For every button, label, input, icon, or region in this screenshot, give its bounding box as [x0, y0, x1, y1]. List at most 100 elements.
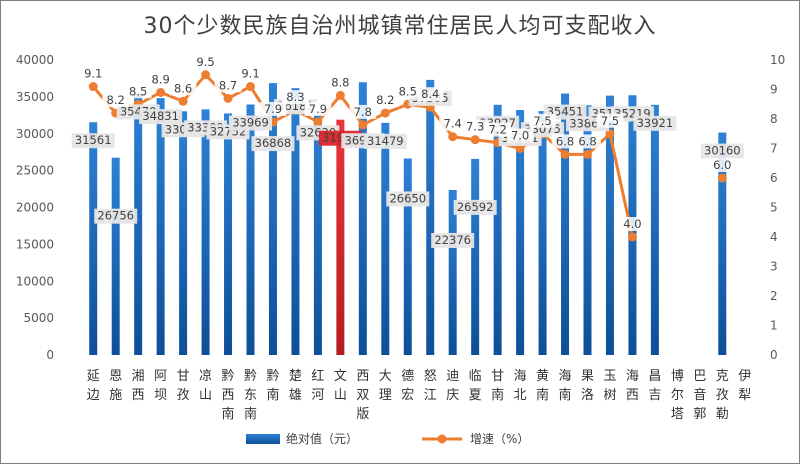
- category-label: 尔: [671, 388, 684, 403]
- growth-value-label: 8.7: [219, 78, 237, 92]
- category-label: 楚: [289, 369, 302, 384]
- category-label: 海: [626, 369, 639, 384]
- category-label: 孜: [177, 388, 190, 403]
- category-label: 昌: [648, 369, 661, 384]
- growth-value-label-bg: [619, 217, 646, 231]
- growth-value-label: 8.2: [376, 93, 394, 107]
- bar: [718, 132, 727, 355]
- growth-value-label: 9.1: [84, 67, 102, 81]
- growth-value-label: 8.5: [129, 84, 147, 98]
- growth-value-label-bg: [304, 101, 332, 116]
- category-label: 庆: [446, 388, 459, 403]
- growth-value-label: 9.1: [241, 67, 259, 81]
- category-label: 黔: [266, 369, 279, 384]
- legend-bar-swatch: [246, 434, 280, 444]
- growth-value-label-bg: [574, 134, 601, 149]
- growth-value-label: 7.8: [354, 105, 372, 119]
- bar-value-label-bg: [453, 199, 497, 215]
- bar-value-label: 26756: [97, 209, 134, 223]
- growth-value-label-bg: [124, 84, 152, 99]
- growth-value-label-bg: [484, 122, 512, 137]
- category-label: 犁: [738, 388, 751, 403]
- category-label: 黔: [222, 369, 235, 384]
- growth-point: [358, 120, 368, 130]
- growth-value-label-bg: [102, 93, 130, 108]
- bar-value-label: 34831: [142, 109, 179, 123]
- growth-value-label: 6.8: [556, 134, 574, 148]
- category-label: 塔: [671, 407, 684, 422]
- right-axis-tick: 9: [770, 83, 778, 97]
- legend-bar-label: 绝对值（元）: [286, 431, 358, 446]
- category-label: 海: [514, 369, 527, 384]
- bar-value-label: 26650: [389, 191, 426, 205]
- right-axis-tick: 2: [770, 289, 778, 303]
- right-axis-tick: 10: [770, 53, 785, 67]
- category-label: 凉: [199, 369, 212, 384]
- category-label: 克: [716, 369, 729, 384]
- growth-point: [583, 149, 592, 159]
- growth-point: [515, 144, 525, 153]
- bar-value-label: 31561: [75, 133, 112, 147]
- bar: [448, 189, 457, 355]
- growth-value-label-bg: [326, 75, 354, 90]
- left-axis-tick: 20000: [16, 201, 54, 215]
- growth-value-label: 4.0: [623, 217, 641, 231]
- bar: [650, 104, 659, 355]
- category-label: 南: [266, 387, 279, 403]
- bar-value-label: 31479: [367, 134, 404, 148]
- category-label: 德: [401, 369, 414, 384]
- bar: [111, 157, 120, 355]
- left-axis-tick: 5000: [23, 311, 54, 325]
- left-axis-tick: 0: [46, 348, 54, 362]
- legend-line-label: 增速（%）: [470, 432, 529, 446]
- bar-value-label: 33969: [232, 115, 269, 129]
- growth-value-label: 8.3: [286, 90, 304, 104]
- category-label: 坝: [154, 388, 167, 403]
- category-label: 孜: [716, 388, 729, 403]
- growth-value-label-bg: [461, 119, 489, 134]
- left-axis-tick: 30000: [16, 127, 54, 141]
- bar-value-label-bg: [386, 191, 430, 207]
- bar: [246, 104, 255, 355]
- category-label: 洛: [581, 388, 594, 403]
- bar-value-label-bg: [251, 136, 295, 152]
- category-label: 延: [87, 369, 100, 384]
- bar-value-label: 30160: [704, 144, 741, 158]
- growth-value-label: 7.9: [264, 102, 282, 116]
- bar: [224, 113, 233, 355]
- bar: [291, 88, 300, 355]
- category-label: 江: [424, 388, 437, 403]
- right-axis: 0 1 2 3 4 5 6 7 8 9 10: [770, 53, 785, 362]
- bar: [156, 98, 165, 356]
- bar: [605, 95, 614, 355]
- growth-value-label-bg: [282, 90, 309, 105]
- bar: [89, 122, 98, 355]
- growth-value-label: 8.6: [174, 81, 192, 95]
- bar-value-label-bg: [229, 115, 272, 131]
- category-label: 河: [311, 388, 324, 403]
- growth-point: [470, 135, 480, 145]
- right-axis-tick: 8: [770, 112, 778, 126]
- growth-value-label-bg: [596, 113, 624, 128]
- category-label: 临: [469, 369, 482, 384]
- category-label: 雄: [289, 388, 302, 403]
- growth-point: [717, 173, 727, 183]
- category-label: 甘: [177, 369, 190, 384]
- category-label: 西: [132, 388, 145, 403]
- growth-value-label: 7.9: [309, 102, 327, 116]
- growth-value-label: 8.8: [331, 75, 349, 89]
- bar: [381, 122, 390, 355]
- growth-value-label-bg: [506, 128, 534, 143]
- growth-point: [178, 96, 188, 106]
- left-axis: 0 5000 10000 15000 20000 25000 30000 35000 40000: [16, 53, 54, 362]
- category-label: 吉: [648, 388, 661, 403]
- data-labels: 3156126756354703483133044333093275233969…: [71, 54, 744, 248]
- category-labels: 延边恩施湘西阿坝甘孜凉山黔西南黔东南黔南楚雄红河文山西双版大理德宏怒江迪庆临夏甘…: [87, 368, 752, 422]
- growth-value-label-bg: [214, 78, 242, 93]
- bar: [358, 82, 367, 355]
- bar: [268, 83, 277, 355]
- bar-value-label: 22376: [434, 233, 471, 247]
- growth-point: [246, 82, 255, 92]
- growth-value-label: 8.4: [421, 87, 439, 101]
- category-label: 勒: [716, 407, 729, 422]
